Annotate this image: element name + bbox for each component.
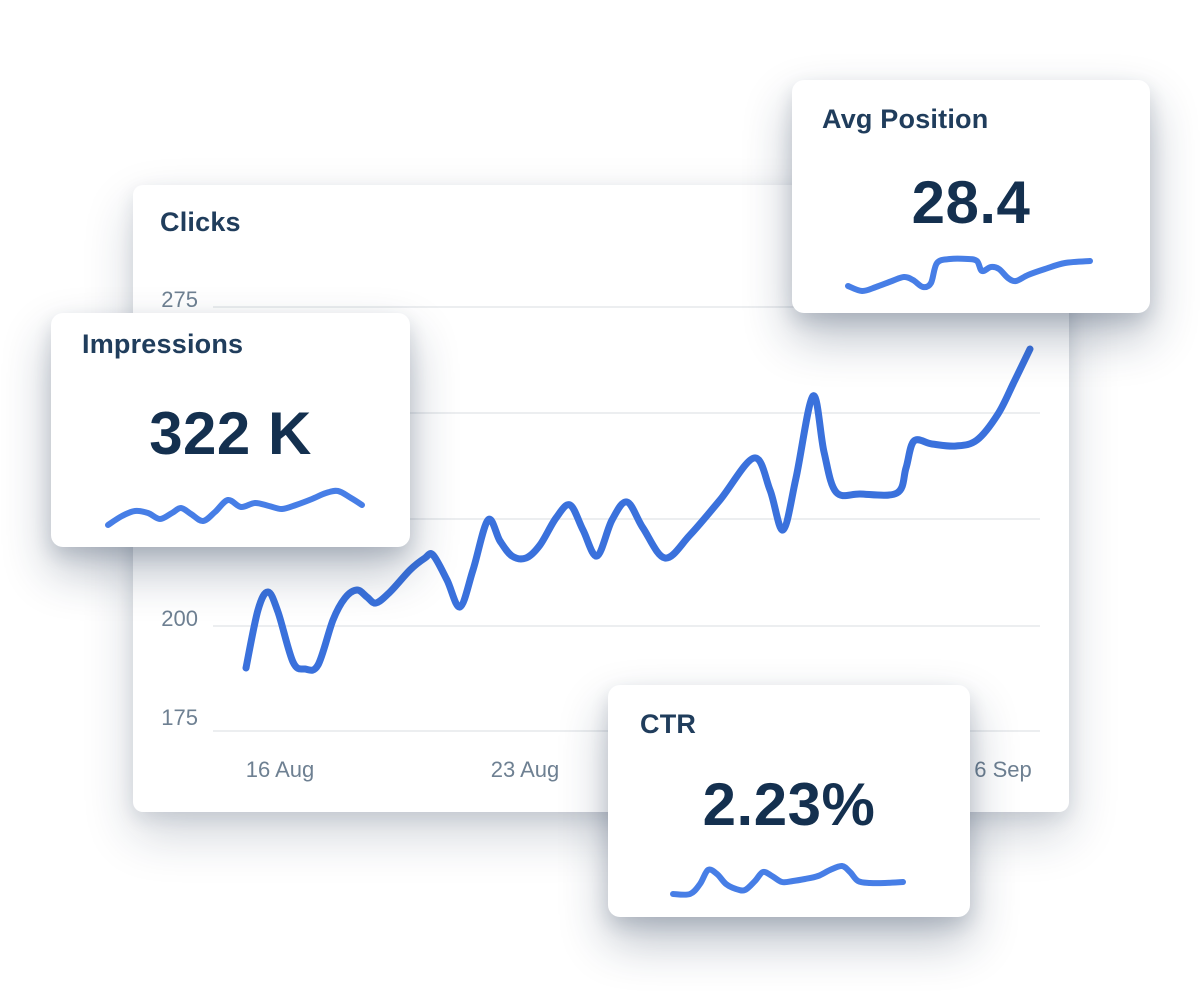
impressions-value: 322 K bbox=[149, 400, 312, 467]
impressions-sparkline-svg bbox=[105, 487, 365, 528]
impressions-sparkline-path bbox=[105, 487, 365, 528]
y-axis-label-200: 200 bbox=[161, 606, 198, 631]
y-axis-label-275: 275 bbox=[161, 287, 198, 312]
avg-position-card-title: Avg Position bbox=[822, 104, 989, 134]
impressions-card: Impressions 322 K bbox=[51, 313, 410, 547]
clicks-line-chart-svg bbox=[213, 306, 1040, 732]
clicks-card-title: Clicks bbox=[160, 207, 241, 237]
avg-position-sparkline-svg bbox=[845, 255, 1093, 294]
avg-position-card: Avg Position 28.4 bbox=[792, 80, 1150, 313]
ctr-card-title: CTR bbox=[640, 709, 697, 739]
clicks-line-path bbox=[242, 345, 1034, 674]
ctr-value: 2.23% bbox=[702, 771, 876, 838]
x-axis-label-6-sep: 6 Sep bbox=[974, 757, 1032, 782]
avg-position-sparkline-path bbox=[845, 255, 1093, 294]
x-axis-label-23-aug: 23 Aug bbox=[490, 757, 560, 782]
ctr-card: CTR 2.23% bbox=[608, 685, 970, 917]
x-axis-label-16-aug: 16 Aug bbox=[245, 757, 315, 782]
impressions-card-title: Impressions bbox=[82, 329, 244, 359]
y-axis-label-175: 175 bbox=[161, 705, 198, 730]
avg-position-value: 28.4 bbox=[911, 169, 1031, 236]
ctr-sparkline-svg bbox=[670, 862, 906, 898]
ctr-sparkline-path bbox=[670, 862, 906, 898]
